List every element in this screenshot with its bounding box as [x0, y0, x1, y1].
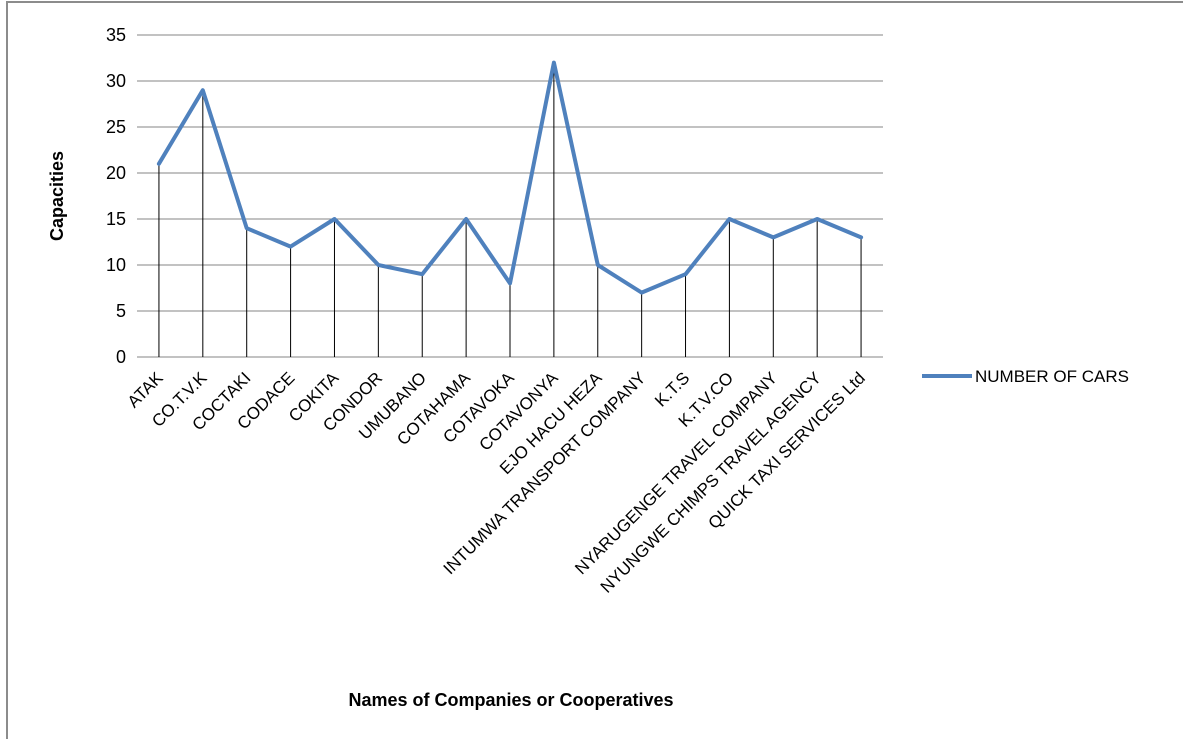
data-point [815, 217, 819, 221]
y-axis-ticks: 0 5 10 15 20 25 30 35 [106, 25, 126, 367]
data-point [289, 245, 293, 249]
data-point [640, 291, 644, 295]
y-axis-title: Capacities [47, 151, 67, 241]
legend-entry-label: NUMBER OF CARS [975, 367, 1129, 386]
x-axis-labels: ATAKCO.T.V.KCOCTAKICODACECOKITACONDORUMU… [124, 368, 869, 597]
legend: NUMBER OF CARS [922, 367, 1129, 386]
data-point [332, 217, 336, 221]
y-tick-label: 5 [116, 301, 126, 321]
series-line-number-of-cars [156, 60, 864, 295]
data-point [157, 162, 161, 166]
data-point [201, 88, 205, 92]
data-point [596, 263, 600, 267]
data-point [376, 263, 380, 267]
y-tick-label: 20 [106, 163, 126, 183]
drop-lines [158, 62, 862, 357]
y-tick-label: 15 [106, 209, 126, 229]
y-tick-label: 30 [106, 71, 126, 91]
data-point [684, 272, 688, 276]
data-point [420, 272, 424, 276]
y-tick-label: 35 [106, 25, 126, 45]
x-axis-title: Names of Companies or Cooperatives [348, 690, 673, 710]
data-point [245, 226, 249, 230]
data-point [727, 217, 731, 221]
y-tick-label: 10 [106, 255, 126, 275]
data-point [552, 61, 556, 65]
y-tick-label: 0 [116, 347, 126, 367]
plot-series [156, 60, 864, 295]
data-point [508, 281, 512, 285]
chart-frame [6, 1, 1183, 739]
data-point [771, 235, 775, 239]
data-point [859, 235, 863, 239]
data-point [464, 217, 468, 221]
y-tick-label: 25 [106, 117, 126, 137]
x-tick-label: INTUMWA TRANSPORT COMPANY [440, 368, 650, 578]
